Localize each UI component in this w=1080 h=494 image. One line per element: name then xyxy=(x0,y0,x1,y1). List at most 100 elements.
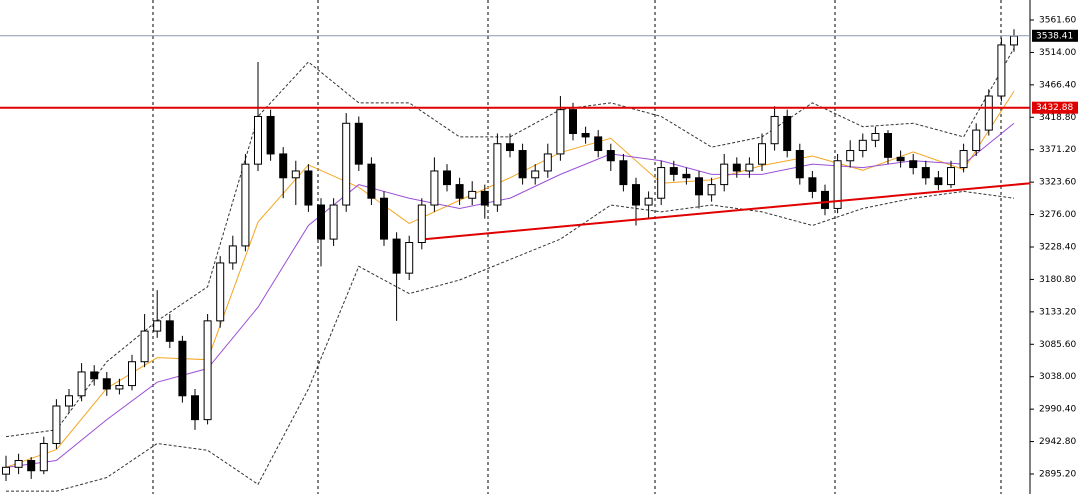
candle-body xyxy=(581,133,590,138)
y-tick-label: 3180.80 xyxy=(1039,275,1076,285)
price-label: 3432.88 xyxy=(1036,103,1073,113)
candle-body xyxy=(707,184,716,196)
candle-body xyxy=(833,160,842,209)
candle-body xyxy=(405,242,414,274)
candle-body xyxy=(644,197,653,206)
candle-body xyxy=(77,371,86,397)
candle-body xyxy=(153,320,162,332)
candle-body xyxy=(858,139,867,152)
candle-body xyxy=(543,153,552,172)
y-tick-label: 3276.00 xyxy=(1039,210,1076,220)
candle-body xyxy=(669,167,678,175)
candle-body xyxy=(884,133,892,158)
candle-body xyxy=(2,466,10,475)
moving-average xyxy=(5,90,1015,468)
candle-body xyxy=(506,143,514,152)
candle-body xyxy=(279,153,288,179)
candle-body xyxy=(896,156,905,162)
y-tick-label: 3085.60 xyxy=(1039,340,1076,350)
candle-body xyxy=(367,163,376,199)
candle-body xyxy=(317,204,325,240)
candle-body xyxy=(959,150,968,169)
candle-body xyxy=(342,122,351,206)
candle-body xyxy=(745,163,754,172)
candle-body xyxy=(128,361,136,387)
y-tick-label: 3561.60 xyxy=(1039,16,1076,26)
candle-body xyxy=(720,163,729,186)
candle-body xyxy=(871,133,880,141)
candle-body xyxy=(808,177,817,192)
candle-body xyxy=(455,184,464,199)
candle-body xyxy=(90,371,99,380)
candle-body xyxy=(594,136,603,152)
y-tick-label: 3514.00 xyxy=(1039,48,1076,58)
candle-body xyxy=(732,163,741,172)
candle-body xyxy=(178,340,187,397)
y-tick-label: 3228.40 xyxy=(1039,243,1076,253)
candle-body xyxy=(1010,35,1018,46)
price-label-box xyxy=(1032,101,1078,114)
candle-body xyxy=(39,442,48,472)
candle-body xyxy=(102,378,111,390)
candle-body xyxy=(632,184,640,206)
candle-body xyxy=(606,150,615,162)
period-separators xyxy=(152,0,1002,494)
candle-body xyxy=(480,190,489,206)
band-line xyxy=(5,48,1015,438)
band-line xyxy=(6,190,1015,492)
candle-body xyxy=(846,150,855,162)
candle-body xyxy=(65,395,73,407)
y-tick-label: 3133.20 xyxy=(1039,307,1076,317)
candle-body xyxy=(997,44,1006,97)
candle-body xyxy=(27,460,36,472)
candle-body xyxy=(569,109,577,135)
y-tick-label: 2942.80 xyxy=(1039,437,1076,447)
candle-body xyxy=(203,320,212,421)
candle-body xyxy=(984,95,993,131)
candle-body xyxy=(770,115,779,145)
candle-body xyxy=(493,143,502,206)
candle-body xyxy=(821,190,829,209)
y-tick-label: 3038.00 xyxy=(1039,372,1076,382)
candle-body xyxy=(165,320,174,342)
candle-body xyxy=(934,177,943,186)
trendline xyxy=(425,182,1031,241)
candle-body xyxy=(254,115,262,165)
candle-body xyxy=(417,204,426,244)
candle-body xyxy=(972,129,981,152)
y-tick-label: 3418.80 xyxy=(1039,113,1076,123)
candle-body xyxy=(695,177,703,196)
y-tick-label: 3466.40 xyxy=(1039,80,1076,90)
candle-body xyxy=(216,262,225,322)
candle-body xyxy=(795,150,804,179)
candle-body xyxy=(921,167,930,179)
candle-body xyxy=(392,238,401,274)
candle-body xyxy=(783,115,792,152)
candle-body xyxy=(266,115,275,155)
candle-body xyxy=(531,170,540,179)
candle-body xyxy=(140,330,149,363)
candle-body xyxy=(115,385,124,390)
candle-body xyxy=(14,460,23,468)
price-label: 3538.41 xyxy=(1036,31,1073,41)
y-tick-label: 2990.40 xyxy=(1039,405,1076,415)
candle-body xyxy=(241,163,250,247)
candle-body xyxy=(682,173,691,179)
candle-body xyxy=(291,170,300,179)
candle-body xyxy=(657,167,666,199)
candle-body xyxy=(430,170,439,206)
y-tick-label: 2895.20 xyxy=(1039,469,1076,479)
candle-body xyxy=(228,245,237,264)
candle-body xyxy=(443,170,451,186)
y-tick-label: 3323.60 xyxy=(1039,178,1076,188)
candle-body xyxy=(329,204,338,240)
moving-average xyxy=(5,122,1015,468)
candle-body xyxy=(191,395,199,421)
candle-body xyxy=(909,160,918,169)
candle-body xyxy=(52,405,61,444)
candle-body xyxy=(619,160,628,186)
candle-body xyxy=(380,197,388,240)
candle-body xyxy=(556,109,565,155)
candle-body xyxy=(354,122,363,165)
